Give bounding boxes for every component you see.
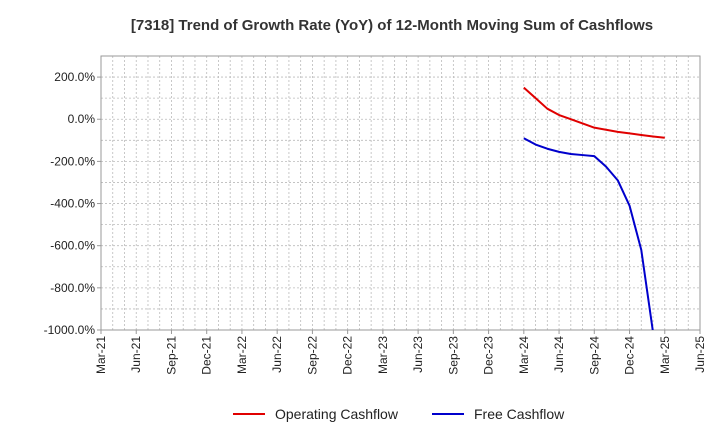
- series-line-operating-cashflow: [523, 86, 665, 139]
- x-tick-label: Sep-23: [446, 336, 460, 375]
- y-tick-label: -1000.0%: [44, 323, 96, 337]
- x-tick-label: Mar-23: [376, 336, 390, 374]
- x-tick-label: Jun-22: [270, 336, 284, 373]
- legend-label-free-cashflow: Free Cashflow: [474, 406, 565, 422]
- y-tick-label: -200.0%: [50, 154, 95, 168]
- x-tick-label: Dec-24: [623, 336, 637, 375]
- x-tick-label: Dec-22: [341, 336, 355, 375]
- x-tick-label: Mar-21: [94, 336, 108, 374]
- series-line-free-cashflow: [523, 137, 654, 330]
- plot-area: [100, 55, 701, 331]
- y-tick-label: -400.0%: [50, 197, 95, 211]
- y-tick-label: 200.0%: [54, 70, 95, 84]
- y-tick-label: 0.0%: [68, 112, 96, 126]
- x-tick-label: Sep-24: [587, 336, 601, 375]
- grid: [101, 56, 700, 330]
- legend-label-operating-cashflow: Operating Cashflow: [275, 406, 399, 422]
- chart-title: [7318] Trend of Growth Rate (YoY) of 12-…: [131, 17, 653, 34]
- x-tick-label: Mar-25: [658, 336, 672, 374]
- y-tick-label: -600.0%: [50, 239, 95, 253]
- x-tick-label: Sep-22: [305, 336, 319, 375]
- x-axis: Mar-21 Jun-21 Sep-21 Dec-21 Mar-22 Jun-22 Sep-…: [94, 330, 707, 375]
- x-tick-label: Sep-21: [164, 336, 178, 375]
- x-tick-label: Jun-21: [129, 336, 143, 373]
- x-tick-label: Mar-24: [517, 336, 531, 374]
- x-tick-label: Mar-22: [235, 336, 249, 374]
- x-tick-label: Jun-23: [411, 336, 425, 373]
- x-tick-label: Jun-25: [693, 336, 707, 373]
- x-tick-label: Dec-23: [482, 336, 496, 375]
- y-tick-label: -800.0%: [50, 281, 95, 295]
- y-axis: 200.0% 0.0% -200.0% -400.0% -600.0% -800.0% -1…: [44, 70, 101, 337]
- legend: Operating Cashflow Free Cashflow: [233, 406, 565, 422]
- x-tick-label: Jun-24: [552, 336, 566, 373]
- x-tick-label: Dec-21: [200, 336, 214, 375]
- series-group: [523, 86, 665, 330]
